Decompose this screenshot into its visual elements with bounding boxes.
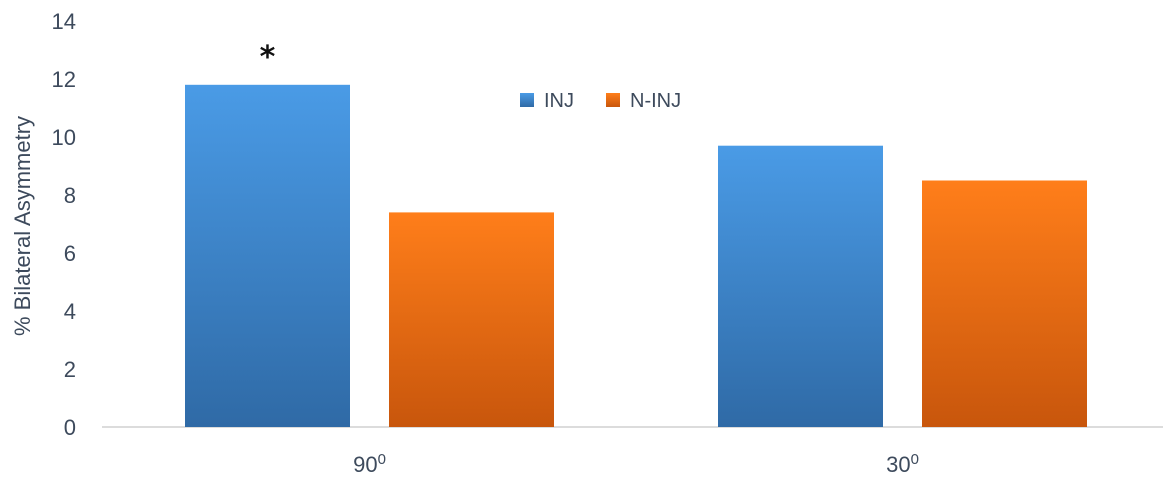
bars bbox=[185, 84, 1087, 428]
bar-n-inj-0 bbox=[389, 212, 554, 427]
legend-label-n-inj: N-INJ bbox=[630, 90, 681, 112]
y-axis-label: % Bilateral Asymmetry bbox=[10, 116, 35, 336]
y-tick-label: 6 bbox=[64, 241, 76, 266]
legend: INJ N-INJ bbox=[520, 90, 681, 112]
x-tick-superscript: 0 bbox=[378, 451, 386, 468]
y-tick-label: 2 bbox=[64, 357, 76, 382]
x-tick-superscript: 0 bbox=[911, 451, 919, 468]
y-tick-label: 10 bbox=[52, 125, 76, 150]
x-tick-label: 300 bbox=[886, 451, 919, 477]
legend-swatch-n-inj bbox=[606, 93, 620, 107]
legend-swatch-inj bbox=[520, 93, 534, 107]
y-tick-label: 0 bbox=[64, 415, 76, 440]
x-tick-base: 30 bbox=[886, 452, 910, 477]
x-tick-label: 900 bbox=[353, 451, 386, 477]
y-axis-ticks: 0 2 4 6 8 10 12 14 bbox=[52, 9, 76, 440]
annotations: * bbox=[260, 40, 276, 75]
x-tick-base: 90 bbox=[353, 452, 377, 477]
bar-inj-1 bbox=[718, 145, 883, 427]
y-tick-label: 12 bbox=[52, 67, 76, 92]
bar-n-inj-1 bbox=[922, 180, 1087, 427]
bar-inj-0 bbox=[185, 84, 350, 428]
x-axis-ticks: 900 300 bbox=[353, 451, 919, 477]
significance-marker: * bbox=[260, 40, 276, 75]
y-tick-label: 4 bbox=[64, 299, 76, 324]
legend-label-inj: INJ bbox=[544, 90, 574, 112]
y-tick-label: 8 bbox=[64, 183, 76, 208]
y-tick-label: 14 bbox=[52, 9, 76, 34]
